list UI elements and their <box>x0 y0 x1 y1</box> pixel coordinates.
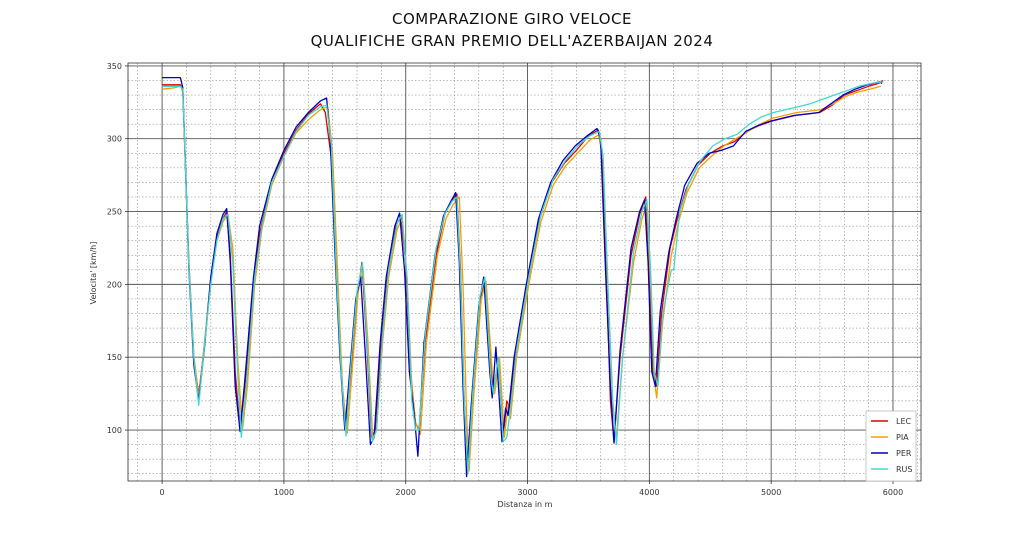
chart-legend: LEC PIA PER RUS <box>865 410 917 482</box>
x-axis-label: Distanza in m <box>498 500 553 509</box>
x-tick-label: 3000 <box>517 488 537 497</box>
y-axis-label: Velocita' [km/h] <box>89 242 98 305</box>
x-tick-label: 1000 <box>274 488 294 497</box>
plot-frame <box>127 62 922 482</box>
minor-grid <box>128 63 921 481</box>
series-layer <box>162 76 884 478</box>
major-grid <box>128 63 921 481</box>
chart-title: COMPARAZIONE GIRO VELOCE <box>392 10 632 28</box>
y-tick-label: 350 <box>107 62 122 71</box>
series-line-rus <box>162 81 884 475</box>
x-ticks: 0 1000 2000 3000 4000 5000 6000 <box>160 481 903 497</box>
legend-label-pia: PIA <box>896 433 909 442</box>
y-tick-label: 250 <box>107 208 122 217</box>
x-tick-label: 0 <box>160 488 165 497</box>
y-ticks: 100 150 200 250 300 350 <box>107 62 128 435</box>
x-tick-label: 2000 <box>396 488 416 497</box>
y-tick-label: 200 <box>107 280 122 289</box>
series-line-pia <box>162 85 881 472</box>
legend-label-per: PER <box>896 449 912 458</box>
y-tick-label: 150 <box>107 353 122 362</box>
legend-label-rus: RUS <box>896 465 913 474</box>
x-tick-label: 6000 <box>883 488 903 497</box>
series-line-per <box>162 76 883 478</box>
x-tick-label: 5000 <box>761 488 781 497</box>
y-tick-label: 300 <box>107 135 122 144</box>
chart-subtitle: QUALIFICHE GRAN PREMIO DELL'AZERBAIJAN 2… <box>311 32 714 50</box>
legend-label-lec: LEC <box>896 417 912 426</box>
x-tick-label: 4000 <box>639 488 659 497</box>
y-tick-label: 100 <box>107 426 122 435</box>
